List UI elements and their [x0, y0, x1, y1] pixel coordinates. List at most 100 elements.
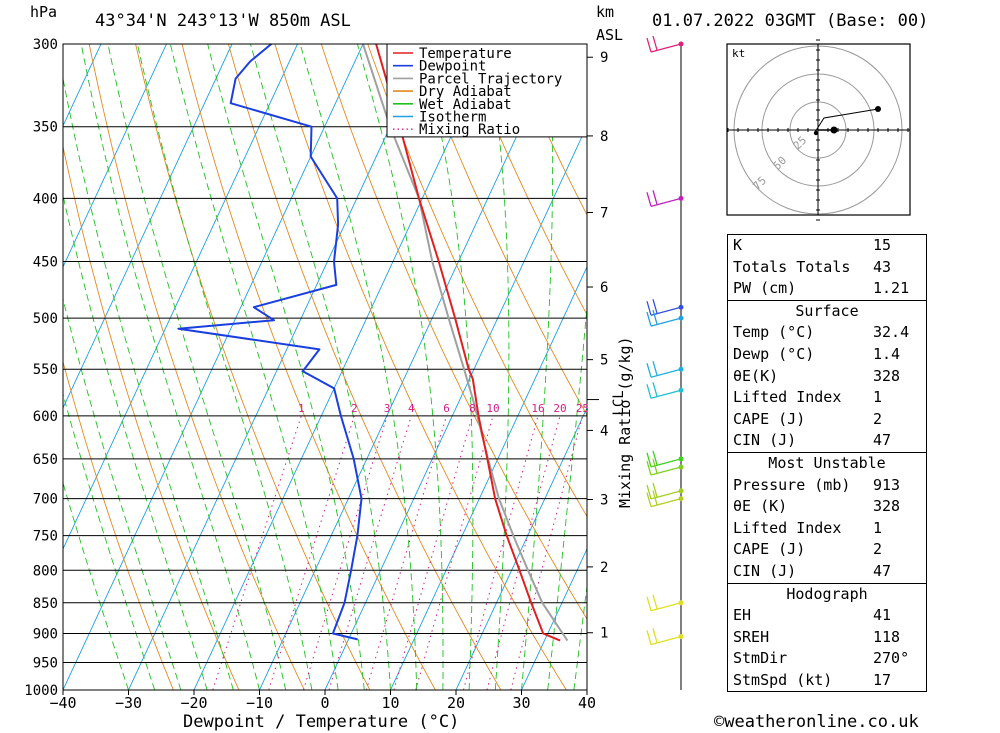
totals-value: 43 [873, 257, 892, 276]
profiles [177, 44, 569, 642]
dry-adiabat-line [506, 44, 587, 216]
surface-temp-label: Temp (°C) [733, 323, 815, 342]
dewpoint-line [177, 44, 363, 641]
km-tick-label: 3 [600, 492, 608, 508]
wind-barb-shaft [650, 197, 682, 207]
legend-entry: Temperature [419, 46, 512, 62]
wind-barb-flag [652, 309, 658, 325]
mu-cape-label: CAPE (J) [733, 540, 806, 559]
wind-barb-flag [652, 594, 658, 609]
legend-entry: Isotherm [419, 110, 486, 126]
isotherm-line [193, 44, 495, 690]
surface-temp-value: 32.4 [873, 323, 910, 342]
wet-adiabat-line [207, 44, 365, 690]
surface-li-value: 1 [873, 388, 883, 407]
mixing-ratio-tick-label: 6 [443, 402, 450, 415]
wet-adiabat-line [63, 481, 129, 690]
wet-adiabat-line [63, 76, 234, 690]
wind-barb [646, 628, 684, 646]
mu-thetae-value: 328 [873, 497, 901, 516]
wind-barb-flag [646, 492, 652, 507]
x-tick-label: 0 [320, 694, 329, 712]
pressure-tick-label: 400 [33, 191, 58, 207]
wind-barb-shaft [650, 602, 682, 612]
wet-adiabat-line [299, 44, 418, 690]
pressure-tick-label: 500 [33, 311, 58, 327]
pressure-tick-label: 1000 [24, 683, 58, 699]
wind-barb [646, 190, 684, 207]
location-title: 43°34'N 243°13'W 850m ASL [95, 11, 351, 31]
mixing-ratio-line [415, 415, 494, 690]
parcel-trajectory-line [362, 44, 569, 642]
mixing-ratio-tick-label: 16 [531, 402, 544, 415]
hodograph-top-point [875, 106, 881, 112]
credit-text: ©weatheronline.co.uk [714, 712, 919, 732]
x-tick-label: −40 [49, 694, 76, 712]
pressure-tick-label: 600 [33, 409, 58, 425]
mu-cin-value: 47 [873, 561, 892, 580]
wind-barb [646, 382, 684, 399]
mixing-ratio-line [486, 415, 561, 690]
mixing-ratio-tick-label: 3 [384, 402, 391, 415]
wet-adiabat-line [521, 44, 554, 690]
wind-barb-flag [646, 363, 652, 378]
wind-barb [646, 450, 684, 468]
eh-label: EH [733, 606, 752, 625]
wet-adiabat-line [63, 297, 182, 690]
surface-title: Surface [795, 301, 859, 320]
k-label: K [733, 236, 743, 254]
totals-label: Totals Totals [733, 257, 851, 276]
wet-adiabat-line [63, 193, 208, 690]
wet-adiabat-line [420, 44, 474, 690]
stmspd-value: 17 [873, 670, 892, 689]
pressure-tick-label: 700 [33, 492, 58, 508]
isotherm-line [521, 547, 587, 690]
mixing-ratio-tick-label: 1 [298, 402, 305, 415]
stmdir-value: 270° [873, 649, 910, 668]
dry-adiabat-line [63, 144, 240, 690]
wind-barb-flag [646, 484, 652, 500]
wet-adiabat-line [169, 44, 339, 690]
mixing-ratio-tick-label: 25 [576, 402, 589, 415]
wind-barb [646, 482, 684, 500]
wind-barb-shaft [650, 497, 682, 508]
dry-adiabat-line [959, 26, 1000, 690]
wind-barb-shaft [650, 306, 682, 316]
wet-adiabat-line [356, 44, 444, 690]
mixing-ratio-line [303, 415, 388, 690]
x-axis-label: Dewpoint / Temperature (°C) [183, 712, 459, 732]
pressure-tick-label: 750 [33, 529, 58, 545]
x-tick-label: −20 [180, 694, 207, 712]
mu-li-value: 1 [873, 518, 883, 537]
wind-barb-flag [652, 458, 658, 474]
isotherm-line [324, 124, 587, 690]
isotherm-line [390, 265, 587, 690]
wind-barb [646, 458, 684, 476]
pw-value: 1.21 [873, 279, 910, 298]
stmdir-label: StmDir [733, 649, 788, 668]
lcl-label: LCL [611, 390, 627, 415]
km-label: km [596, 3, 614, 21]
surface-thetae-label: θE(K) [733, 366, 779, 385]
stmspd-label: StmSpd (kt) [733, 670, 833, 689]
mu-thetae-label: θE (K) [733, 497, 788, 516]
wind-barb-flag [652, 35, 658, 51]
pressure-tick-label: 550 [33, 362, 58, 378]
isotherm-line [63, 44, 233, 409]
indices-general: K 15 Totals Totals 43 PW (cm) 1.21 Surface … [727, 234, 927, 693]
km-tick-label: 9 [600, 50, 608, 66]
isotherm-line [63, 44, 167, 268]
wet-adiabat-line [600, 26, 696, 690]
wind-barb-flag [646, 452, 652, 468]
dry-adiabat-line [367, 44, 587, 518]
wind-barb-flag [646, 460, 652, 476]
eh-value: 41 [873, 606, 892, 625]
sreh-value: 118 [873, 627, 901, 646]
mu-pressure-value: 913 [873, 475, 901, 494]
surface-cape-value: 2 [873, 409, 883, 428]
wind-barb-flag [646, 384, 652, 399]
km-tick-label: 4 [600, 423, 608, 439]
surface-cin-value: 47 [873, 431, 892, 450]
